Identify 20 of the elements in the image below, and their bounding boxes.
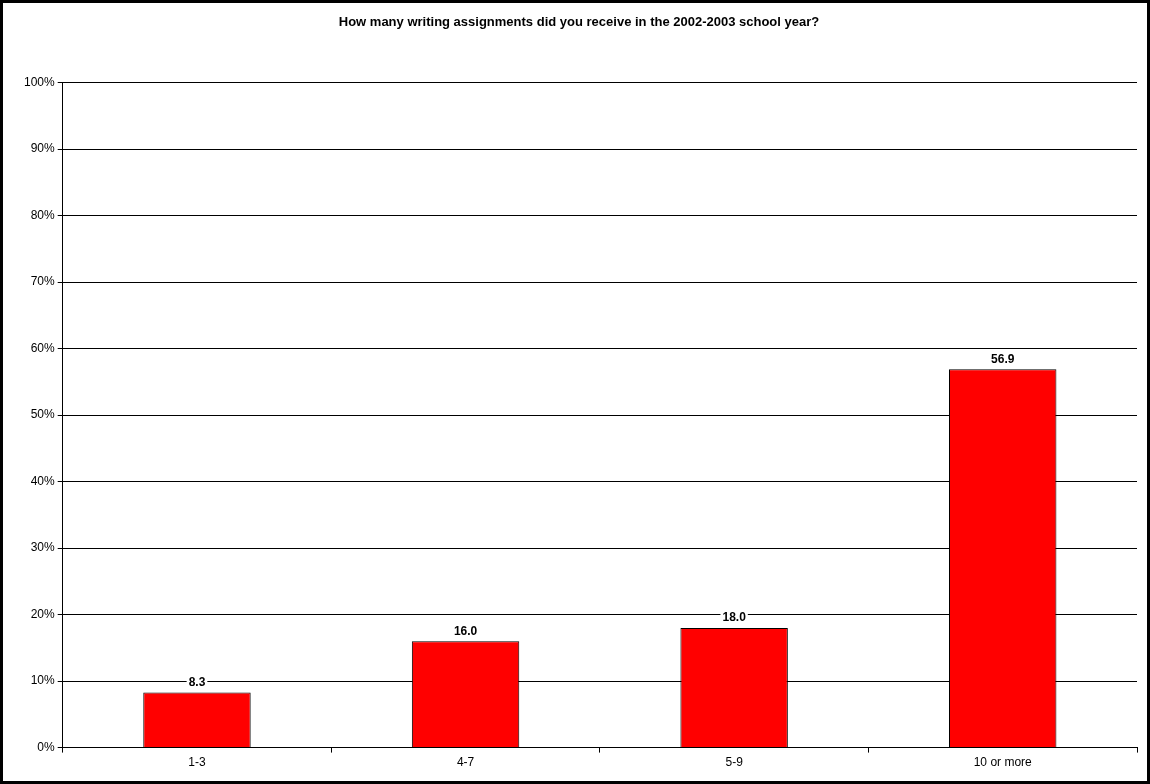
data-label: 16.0 — [453, 623, 478, 638]
data-label: 8.3 — [188, 674, 206, 689]
y-tick-label: 90% — [30, 141, 56, 156]
y-tick-label: 100% — [23, 74, 56, 89]
y-tick-label: 40% — [30, 473, 56, 488]
y-tick-label: 70% — [30, 274, 56, 289]
y-tick-label: 10% — [30, 673, 56, 688]
data-label: 56.9 — [991, 351, 1015, 366]
x-tick-label: 10 or more — [973, 755, 1033, 770]
y-tick-label: 80% — [30, 207, 56, 222]
x-tick-label: 4-7 — [456, 755, 475, 770]
data-label: 18.0 — [722, 610, 747, 625]
y-tick-label: 60% — [30, 340, 56, 355]
chart-title: How many writing assignments did you receive in the 2002-2003 school year? — [338, 14, 820, 30]
y-tick-label: 20% — [30, 606, 56, 621]
x-tick-label: 5-9 — [725, 755, 744, 770]
x-tick-label: 1-3 — [188, 755, 206, 770]
y-tick-label: 50% — [30, 407, 56, 422]
y-tick-label: 0% — [37, 739, 56, 754]
y-tick-label: 30% — [30, 540, 56, 555]
